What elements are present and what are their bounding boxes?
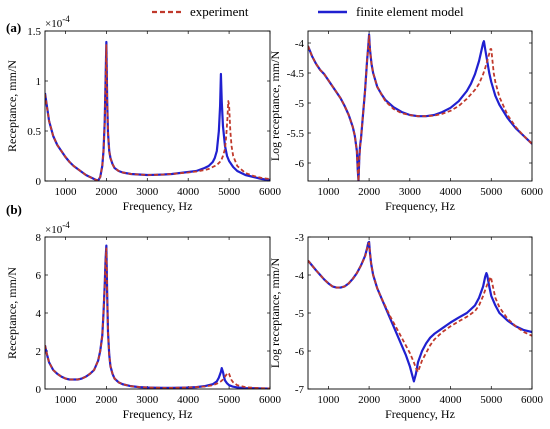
y-tick-label: 0 bbox=[36, 176, 42, 188]
plot-frame bbox=[307, 30, 533, 182]
y-tick-label: -6 bbox=[295, 346, 305, 358]
x-axis-label: Frequency, Hz bbox=[385, 407, 455, 421]
chart-b-left: 1000 2000 3000 4000 5000 6000 0 2 4 6 8 Frequency, … bbox=[5, 202, 282, 421]
series-experiment-line bbox=[45, 247, 270, 389]
x-tick-label: 6000 bbox=[521, 186, 544, 198]
y-axis-label: Receptance, mm/N bbox=[5, 60, 19, 152]
x-tick-label: 3000 bbox=[399, 186, 422, 198]
y-tick-label: -6 bbox=[295, 158, 305, 170]
y-tick-label: -7 bbox=[295, 384, 305, 396]
series-model-line bbox=[45, 40, 270, 181]
panel-label: (a) bbox=[6, 20, 21, 35]
y-exponent-label: ×10-4 bbox=[45, 220, 70, 236]
y-tick-label: 8 bbox=[36, 232, 42, 244]
y-tick-label: 1 bbox=[36, 76, 42, 88]
x-tick-label: 1000 bbox=[54, 186, 77, 198]
plot-frame bbox=[44, 30, 271, 182]
x-tick-label: 2000 bbox=[358, 394, 381, 406]
x-axis-label: Frequency, Hz bbox=[385, 199, 455, 213]
x-tick-label: 1000 bbox=[317, 394, 340, 406]
x-tick-label: 4000 bbox=[440, 394, 463, 406]
x-tick-label: 4000 bbox=[177, 394, 200, 406]
series-model-line bbox=[308, 33, 532, 181]
plot-frame bbox=[307, 236, 533, 390]
y-axis-label: Log receptance, mm/N bbox=[268, 258, 282, 369]
x-tick-label: 5000 bbox=[218, 186, 241, 198]
y-axis-label: Log receptance, mm/N bbox=[268, 51, 282, 162]
y-tick-label: -3 bbox=[295, 232, 305, 244]
x-tick-label: 6000 bbox=[521, 394, 544, 406]
x-tick-label: 5000 bbox=[480, 394, 503, 406]
series-experiment-line bbox=[45, 44, 270, 181]
x-tick-label: 1000 bbox=[317, 186, 340, 198]
x-tick-label: 3000 bbox=[136, 394, 159, 406]
plot-frame bbox=[44, 236, 271, 390]
series-experiment-line bbox=[308, 34, 532, 181]
x-axis-label: Frequency, Hz bbox=[123, 199, 193, 213]
chart-b-right: 1000 2000 3000 4000 5000 6000 -7 -6 -5 -4 -3 Freque… bbox=[268, 232, 544, 421]
x-tick-label: 2000 bbox=[358, 186, 381, 198]
y-tick-label: 6 bbox=[36, 270, 42, 282]
y-tick-label: -4 bbox=[295, 38, 305, 50]
panel-label: (b) bbox=[6, 202, 22, 217]
y-exponent-label: ×10-4 bbox=[45, 14, 70, 30]
y-tick-label: 0.5 bbox=[27, 126, 41, 138]
legend-model-label: finite element model bbox=[356, 4, 464, 19]
y-axis-label: Receptance, mm/N bbox=[5, 267, 19, 359]
x-tick-label: 5000 bbox=[480, 186, 503, 198]
series-experiment-line bbox=[308, 242, 532, 373]
y-tick-label: -5 bbox=[295, 98, 305, 110]
series-model-line bbox=[45, 244, 270, 389]
x-tick-label: 6000 bbox=[259, 186, 282, 198]
x-tick-label: 4000 bbox=[177, 186, 200, 198]
y-tick-label: -5.5 bbox=[287, 128, 305, 140]
x-tick-label: 5000 bbox=[218, 394, 241, 406]
y-tick-label: -5 bbox=[295, 308, 305, 320]
x-tick-label: 6000 bbox=[259, 394, 282, 406]
x-tick-label: 3000 bbox=[399, 394, 422, 406]
y-tick-label: 4 bbox=[36, 308, 42, 320]
x-tick-label: 2000 bbox=[95, 186, 118, 198]
legend: experiment finite element model bbox=[152, 4, 464, 19]
chart-a-right: 1000 2000 3000 4000 5000 6000 -6 -5.5 -5 -4.5 -4 Fr… bbox=[268, 30, 544, 213]
chart-a-left: 1000 2000 3000 4000 5000 6000 0 0.5 1 1.5 Frequenc… bbox=[5, 14, 282, 213]
x-tick-label: 2000 bbox=[95, 394, 118, 406]
x-tick-label: 1000 bbox=[54, 394, 77, 406]
y-tick-label: -4.5 bbox=[287, 68, 305, 80]
series-model-line bbox=[308, 240, 532, 383]
y-tick-label: 2 bbox=[36, 346, 42, 358]
y-tick-label: -4 bbox=[295, 270, 305, 282]
charts-layer: 1000 2000 3000 4000 5000 6000 0 0.5 1 1.5 Frequenc… bbox=[5, 14, 544, 421]
y-tick-label: 0 bbox=[36, 384, 42, 396]
x-tick-label: 4000 bbox=[440, 186, 463, 198]
legend-experiment-label: experiment bbox=[190, 4, 249, 19]
y-tick-label: 1.5 bbox=[27, 26, 41, 38]
x-tick-label: 3000 bbox=[136, 186, 159, 198]
x-axis-label: Frequency, Hz bbox=[123, 407, 193, 421]
